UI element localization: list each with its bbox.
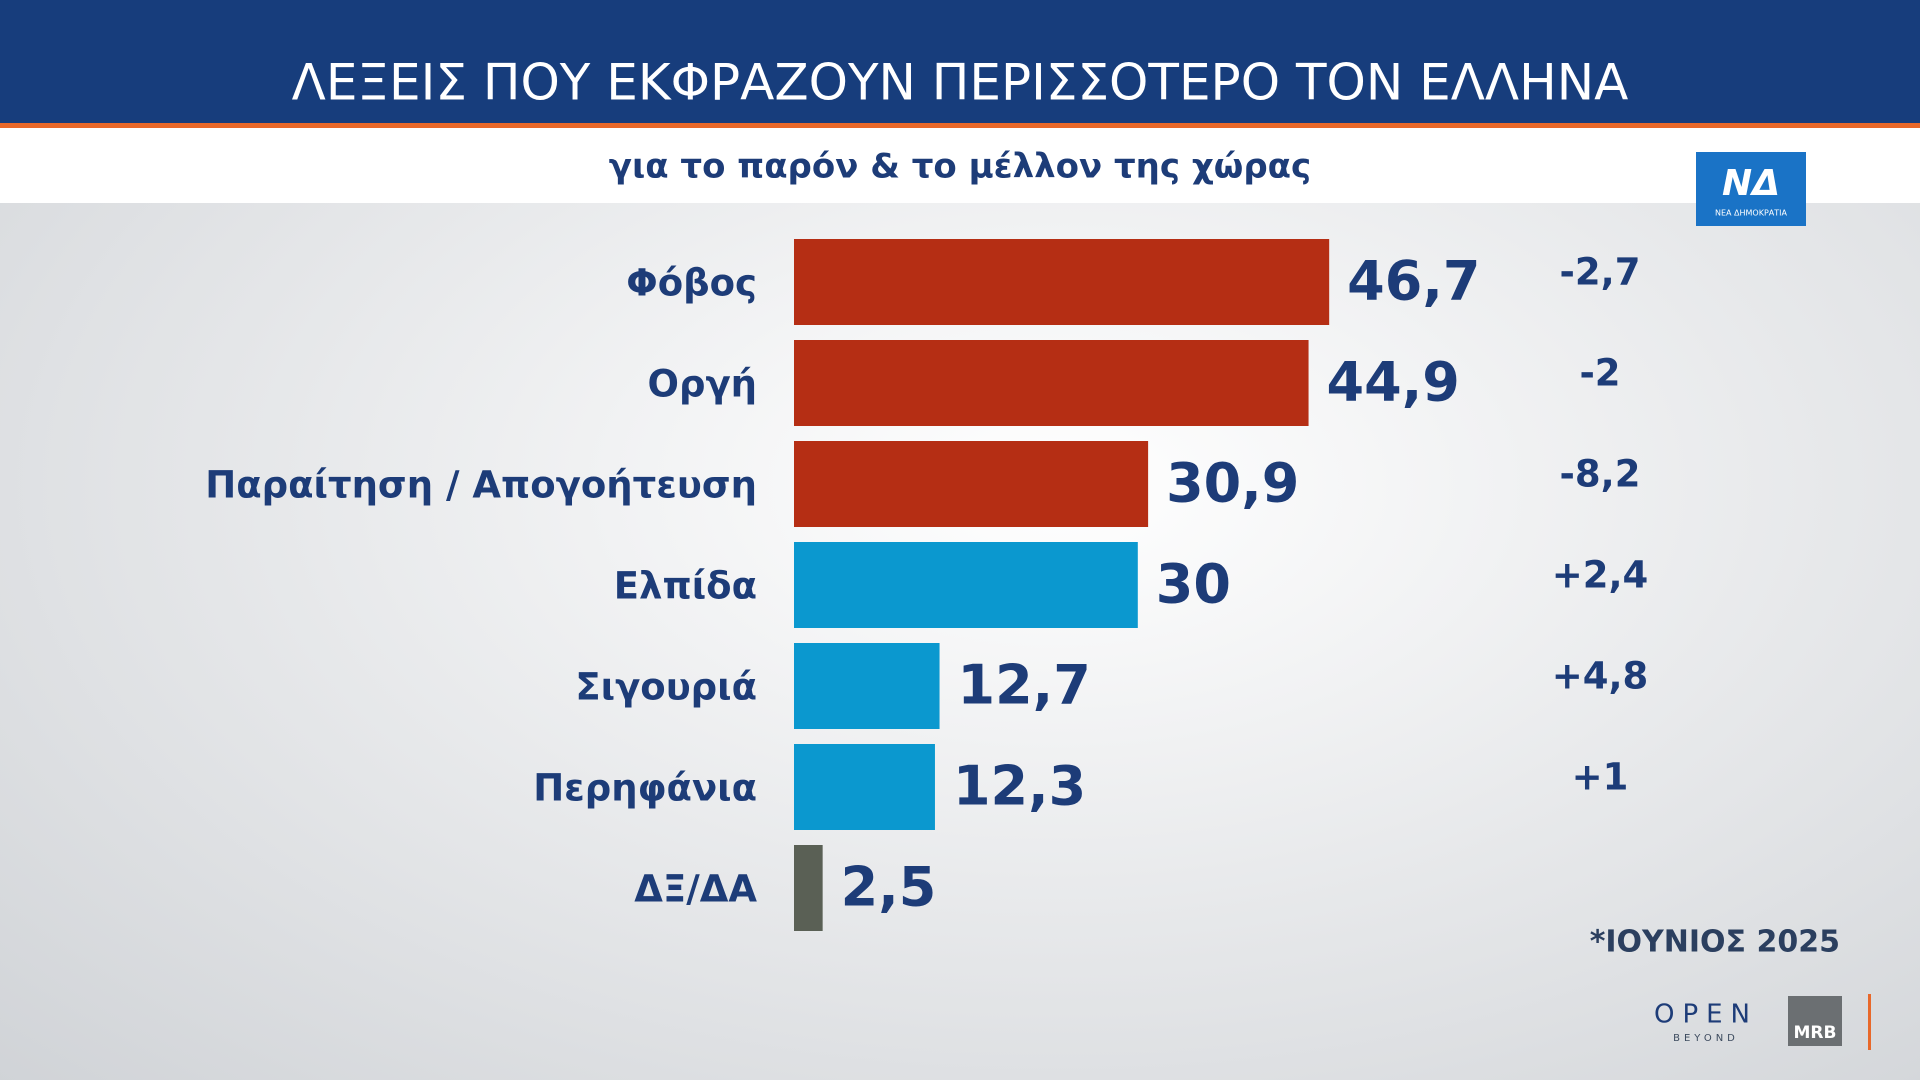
value-label: 30 (1156, 553, 1231, 616)
party-logo-name: ΝΕΑ ΔΗΜΟΚΡΑΤΙΑ (1715, 209, 1788, 218)
value-label: 46,7 (1347, 250, 1480, 313)
change-label: -2 (1579, 352, 1620, 395)
header-stripe (0, 123, 1920, 128)
channel-logo: OPEN (1654, 1000, 1758, 1030)
bar (794, 643, 940, 729)
bar (794, 239, 1330, 325)
category-label: Οργή (648, 363, 757, 406)
pollster-logo (1788, 996, 1842, 1046)
party-logo-text: ΝΔ (1722, 163, 1780, 204)
value-label: 2,5 (841, 856, 937, 919)
subtitle-band (0, 128, 1920, 203)
category-label: Ελπίδα (614, 565, 757, 608)
value-label: 12,3 (953, 755, 1086, 818)
footnote: *ΙΟΥΝΙΟΣ 2025 (1590, 925, 1840, 960)
category-label: ΔΞ/ΔΑ (634, 868, 757, 911)
bar (794, 441, 1149, 527)
change-label: +1 (1572, 756, 1629, 799)
bar (794, 340, 1309, 426)
bar (794, 845, 823, 931)
value-label: 44,9 (1327, 351, 1460, 414)
value-label: 30,9 (1166, 452, 1299, 515)
bar (794, 744, 935, 830)
change-label: -8,2 (1560, 453, 1641, 496)
change-label: +4,8 (1552, 655, 1649, 698)
value-label: 12,7 (958, 654, 1091, 717)
bar (794, 542, 1138, 628)
chart-title: ΛΕΞΕΙΣ ΠΟΥ ΕΚΦΡΑΖΟΥΝ ΠΕΡΙΣΣΟΤΕΡΟ ΤΟΝ ΕΛΛ… (292, 54, 1629, 112)
chart-subtitle: για το παρόν & το μέλλον της χώρας (609, 147, 1311, 187)
pollster-logo-text: MRB (1794, 1023, 1837, 1043)
header-band (0, 0, 1920, 123)
category-label: Παραίτηση / Απογοήτευση (205, 464, 757, 507)
category-label: Περηφάνια (533, 767, 757, 810)
change-label: -2,7 (1560, 251, 1641, 294)
category-label: Σιγουριά (575, 666, 757, 709)
category-label: Φόβος (626, 262, 757, 305)
party-logo (1696, 152, 1806, 226)
change-label: +2,4 (1552, 554, 1649, 597)
channel-logo-sub: BEYOND (1673, 1033, 1739, 1044)
logo-divider (1868, 994, 1871, 1050)
